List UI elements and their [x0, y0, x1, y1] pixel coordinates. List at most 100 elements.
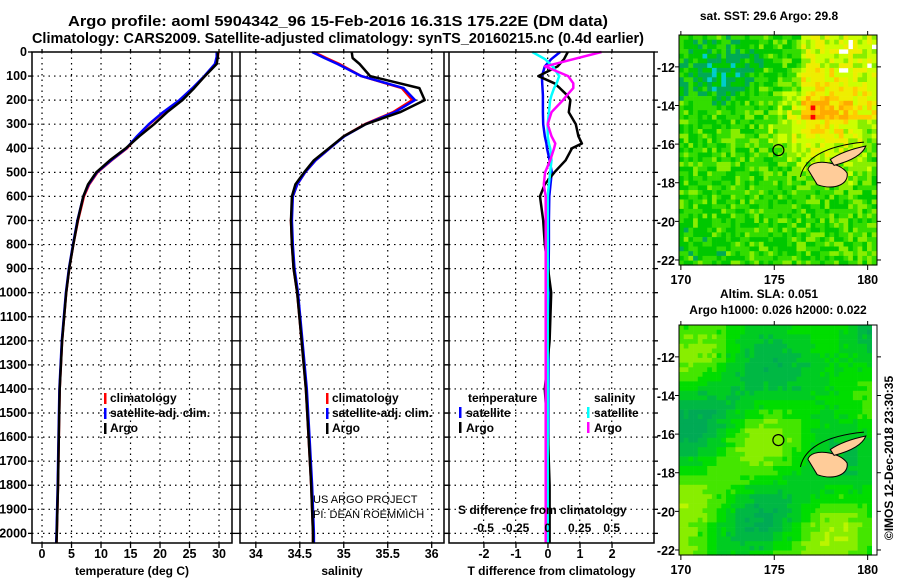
map-cell [834, 143, 840, 149]
map-cell [754, 437, 760, 443]
map-cell [730, 44, 736, 50]
map-cell [867, 423, 872, 429]
map-cell [763, 451, 769, 457]
map-cell [782, 484, 788, 490]
map-cell [824, 343, 830, 349]
map-cell [801, 129, 807, 134]
map-cell [805, 251, 811, 257]
map-cell [683, 325, 689, 330]
map-cell [796, 325, 802, 330]
map-cell [852, 161, 858, 167]
map-cell [688, 409, 694, 415]
map-cell [768, 419, 774, 424]
map-cell [697, 466, 703, 471]
map-cell [867, 503, 872, 509]
map-cell [805, 367, 811, 373]
map-cell [707, 522, 713, 528]
map-cell [829, 325, 835, 330]
map-cell [726, 213, 731, 219]
map-cell [824, 152, 830, 158]
map-cell [763, 447, 769, 453]
map-cell [763, 494, 769, 500]
map-cell [810, 44, 816, 50]
map-cell [852, 390, 858, 396]
map-cell [721, 451, 727, 457]
map-cell [824, 110, 830, 116]
map-cell [693, 484, 699, 490]
map-cell [805, 152, 811, 158]
map-cell [754, 381, 760, 387]
map-cell [763, 161, 769, 167]
map-cell [693, 185, 699, 191]
map-cell [782, 133, 788, 139]
map-cell [834, 35, 840, 40]
map-cell [721, 517, 727, 523]
map-cell [679, 63, 684, 69]
y-tick-label: 100 [6, 69, 27, 83]
map-cell [763, 223, 769, 228]
map-cell [848, 357, 854, 363]
map-cell [777, 67, 783, 73]
map-cell [679, 119, 684, 125]
map-cell [773, 527, 778, 533]
map-cell [862, 251, 868, 257]
map-cell [782, 343, 788, 349]
map-cell [782, 372, 788, 377]
map-cell [862, 58, 868, 64]
map-cell [852, 67, 858, 73]
map-cell [862, 447, 868, 453]
map-cell [758, 35, 764, 40]
map-cell [688, 503, 694, 509]
map-cell [820, 390, 825, 396]
map-cell [782, 456, 788, 462]
map-cell [688, 522, 694, 528]
map-cell [711, 237, 717, 243]
map-cell [716, 208, 722, 214]
map-cell [768, 550, 774, 556]
map-cell [843, 390, 849, 396]
map-cell [721, 143, 727, 149]
map-cell [768, 348, 774, 354]
map-cell [871, 133, 877, 139]
map-cell [740, 466, 746, 471]
map-cell [867, 58, 872, 64]
map-cell [721, 157, 727, 163]
map-cell [749, 204, 755, 210]
map-cell [834, 428, 840, 434]
map-cell [852, 63, 858, 69]
lon-tick-label: 170 [670, 563, 691, 577]
map-cell [834, 251, 840, 257]
map-cell [711, 77, 717, 83]
map-cell [726, 498, 731, 504]
map-cell [857, 255, 863, 261]
map-cell [834, 129, 840, 134]
map-cell [820, 428, 825, 434]
map-cell [815, 334, 821, 340]
map-cell [810, 213, 816, 219]
map-cell [721, 100, 727, 106]
map-cell [744, 357, 750, 363]
map-cell [805, 339, 811, 345]
map-cell [801, 180, 807, 186]
map-cell [857, 39, 863, 45]
map-cell [805, 199, 811, 205]
map-cell [810, 49, 816, 55]
map-cell [801, 133, 807, 139]
map-cell [787, 199, 793, 205]
map-cell [688, 508, 694, 514]
map-cell [697, 124, 703, 130]
map-cell [716, 180, 722, 186]
map-cell [838, 119, 844, 125]
map-cell [862, 536, 868, 542]
map-cell [735, 166, 741, 172]
map-cell [862, 255, 868, 261]
map-cell [820, 119, 825, 125]
map-cell [843, 339, 849, 345]
map-cell [749, 329, 755, 335]
map-cell [796, 522, 802, 528]
map-cell [749, 484, 755, 490]
map-cell [810, 357, 816, 363]
map-cell [726, 119, 731, 125]
map-cell [871, 110, 877, 116]
map-cell [749, 362, 755, 368]
